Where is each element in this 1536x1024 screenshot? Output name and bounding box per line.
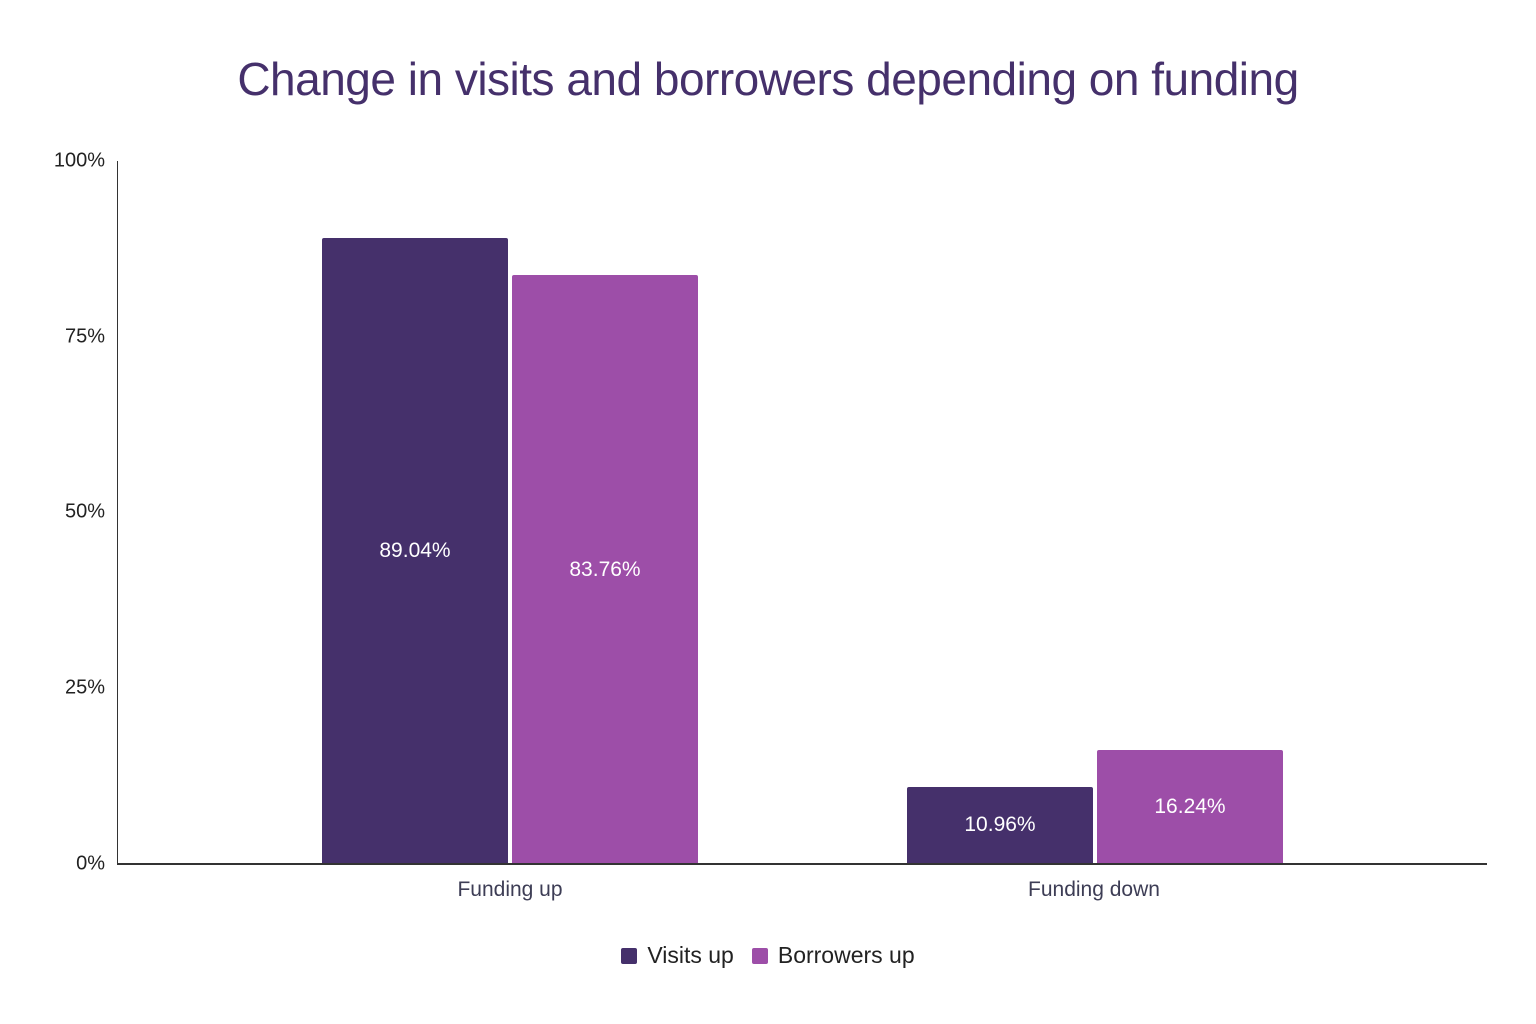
bar-value-label: 10.96%	[964, 813, 1036, 837]
chart-title: Change in visits and borrowers depending…	[237, 53, 1299, 105]
legend-item-visits-up: Visits up	[621, 942, 734, 969]
y-tick-100: 100%	[53, 149, 105, 172]
y-tick-75: 75%	[64, 325, 105, 348]
plot-area: 89.04% 83.76% 10.96% 16.24%	[117, 161, 1487, 864]
y-tick-50: 50%	[64, 500, 105, 523]
bar-borrowers-up-funding-up: 83.76%	[512, 275, 698, 864]
legend: Visits up Borrowers up	[0, 942, 1536, 969]
bar-visits-up-funding-down: 10.96%	[907, 786, 1093, 864]
bar-value-label: 16.24%	[1154, 794, 1226, 818]
legend-swatch-borrowers-up	[751, 947, 768, 964]
x-axis-line	[117, 863, 1487, 865]
legend-swatch-visits-up	[621, 947, 638, 964]
bar-value-label: 83.76%	[569, 557, 641, 581]
bar-borrowers-up-funding-down: 16.24%	[1097, 749, 1283, 864]
legend-label-borrowers-up: Borrowers up	[777, 942, 915, 968]
legend-label-visits-up: Visits up	[647, 942, 734, 968]
bar-value-label: 89.04%	[379, 539, 451, 563]
legend-item-borrowers-up: Borrowers up	[751, 942, 915, 969]
y-tick-0: 0%	[76, 852, 105, 875]
y-tick-25: 25%	[64, 676, 105, 699]
x-category-funding-up: Funding up	[457, 878, 563, 901]
bar-visits-up-funding-up: 89.04%	[322, 238, 508, 864]
x-category-funding-down: Funding down	[1028, 878, 1160, 901]
y-axis-line	[117, 161, 118, 865]
